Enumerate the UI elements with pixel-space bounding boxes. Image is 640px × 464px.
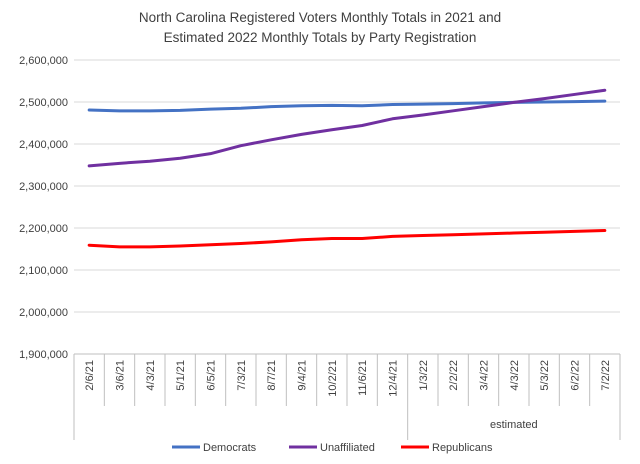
chart-title-line-2: Estimated 2022 Monthly Totals by Party R… [164, 30, 477, 45]
x-tick-label: 3/6/21 [115, 360, 127, 391]
x-tick-label: 10/2/21 [327, 360, 339, 397]
estimated-group-label: estimated [490, 419, 538, 431]
x-tick-label: 9/4/21 [297, 360, 309, 391]
x-tick-label: 6/5/21 [206, 360, 218, 391]
x-tick-label: 3/4/22 [479, 360, 491, 391]
x-tick-label: 8/7/21 [266, 360, 278, 391]
legend-label-democrats: Democrats [203, 442, 257, 454]
x-tick-label: 11/6/21 [357, 360, 369, 396]
x-tick-label: 5/3/22 [539, 360, 551, 391]
x-tick-label: 12/4/21 [388, 360, 400, 397]
chart-title-line-1: North Carolina Registered Voters Monthly… [139, 10, 501, 25]
legend: Democrats Unaffiliated Republicans [172, 442, 493, 454]
x-tick-label: 7/2/22 [600, 360, 612, 391]
x-axis-ticks: 2/6/21 3/6/21 4/3/21 5/1/21 6/5/21 7/3/21 8/7/… [73, 354, 621, 440]
y-tick-label: 2,500,000 [19, 97, 68, 109]
y-tick-label: 2,300,000 [19, 181, 68, 193]
x-tick-label: 5/1/21 [175, 360, 187, 391]
y-tick-label: 2,400,000 [19, 139, 68, 151]
x-tick-label: 2/6/21 [84, 360, 96, 391]
y-axis-ticks: 1,900,000 2,000,000 2,100,000 2,200,000 2,30… [19, 55, 68, 361]
series-lines [87, 88, 607, 249]
y-tick-label: 2,000,000 [19, 307, 68, 319]
y-tick-label: 2,100,000 [19, 265, 68, 277]
series-line-republicans [87, 229, 607, 249]
x-tick-label: 4/3/21 [145, 360, 157, 391]
legend-label-unaffiliated: Unaffiliated [320, 442, 375, 454]
x-tick-label: 2/2/22 [448, 360, 460, 391]
series-line-unaffiliated [87, 88, 607, 168]
x-tick-label: 6/2/22 [570, 360, 582, 391]
series-line-democrats [87, 99, 607, 113]
x-tick-label: 7/3/21 [236, 360, 248, 391]
y-tick-label: 1,900,000 [19, 349, 68, 361]
legend-label-republicans: Republicans [432, 442, 493, 454]
y-tick-label: 2,200,000 [19, 223, 68, 235]
y-tick-label: 2,600,000 [19, 55, 68, 67]
x-tick-label: 4/3/22 [509, 360, 521, 391]
x-tick-label: 1/3/22 [418, 360, 430, 391]
